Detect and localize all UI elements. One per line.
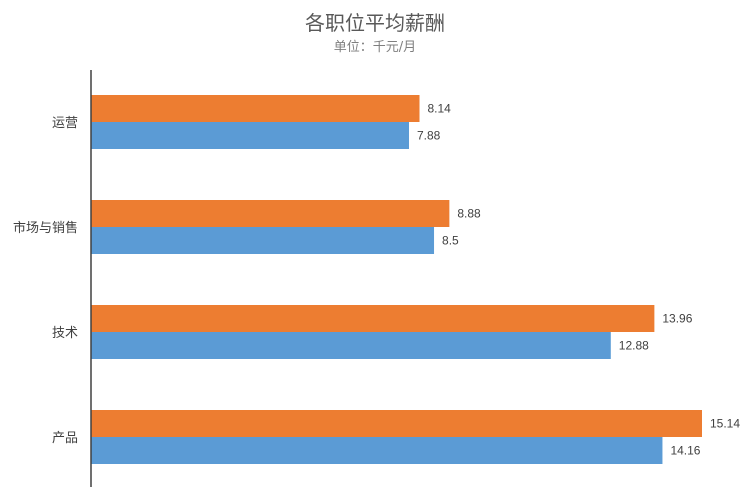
- bar: [91, 437, 663, 464]
- bar: [91, 227, 435, 254]
- data-label: 12.88: [619, 339, 649, 353]
- bar: [91, 200, 450, 227]
- data-label: 15.14: [710, 417, 740, 431]
- chart-title: 各职位平均薪酬: [305, 11, 445, 35]
- chart-subtitle: 单位：千元/月: [334, 40, 416, 55]
- bar: [91, 305, 655, 332]
- data-label: 8.88: [457, 207, 481, 221]
- category-label: 市场与销售: [13, 220, 78, 236]
- bar: [91, 410, 702, 437]
- data-label: 13.96: [662, 312, 692, 326]
- data-label: 8.14: [428, 102, 452, 116]
- data-label: 14.16: [670, 444, 700, 458]
- category-label: 产品: [52, 431, 78, 446]
- bar: [91, 332, 611, 359]
- bar: [91, 122, 410, 149]
- data-label: 7.88: [417, 129, 441, 143]
- category-label: 技术: [52, 326, 78, 341]
- bar: [91, 95, 420, 122]
- category-label: 运营: [52, 116, 78, 131]
- data-label: 8.5: [442, 234, 459, 248]
